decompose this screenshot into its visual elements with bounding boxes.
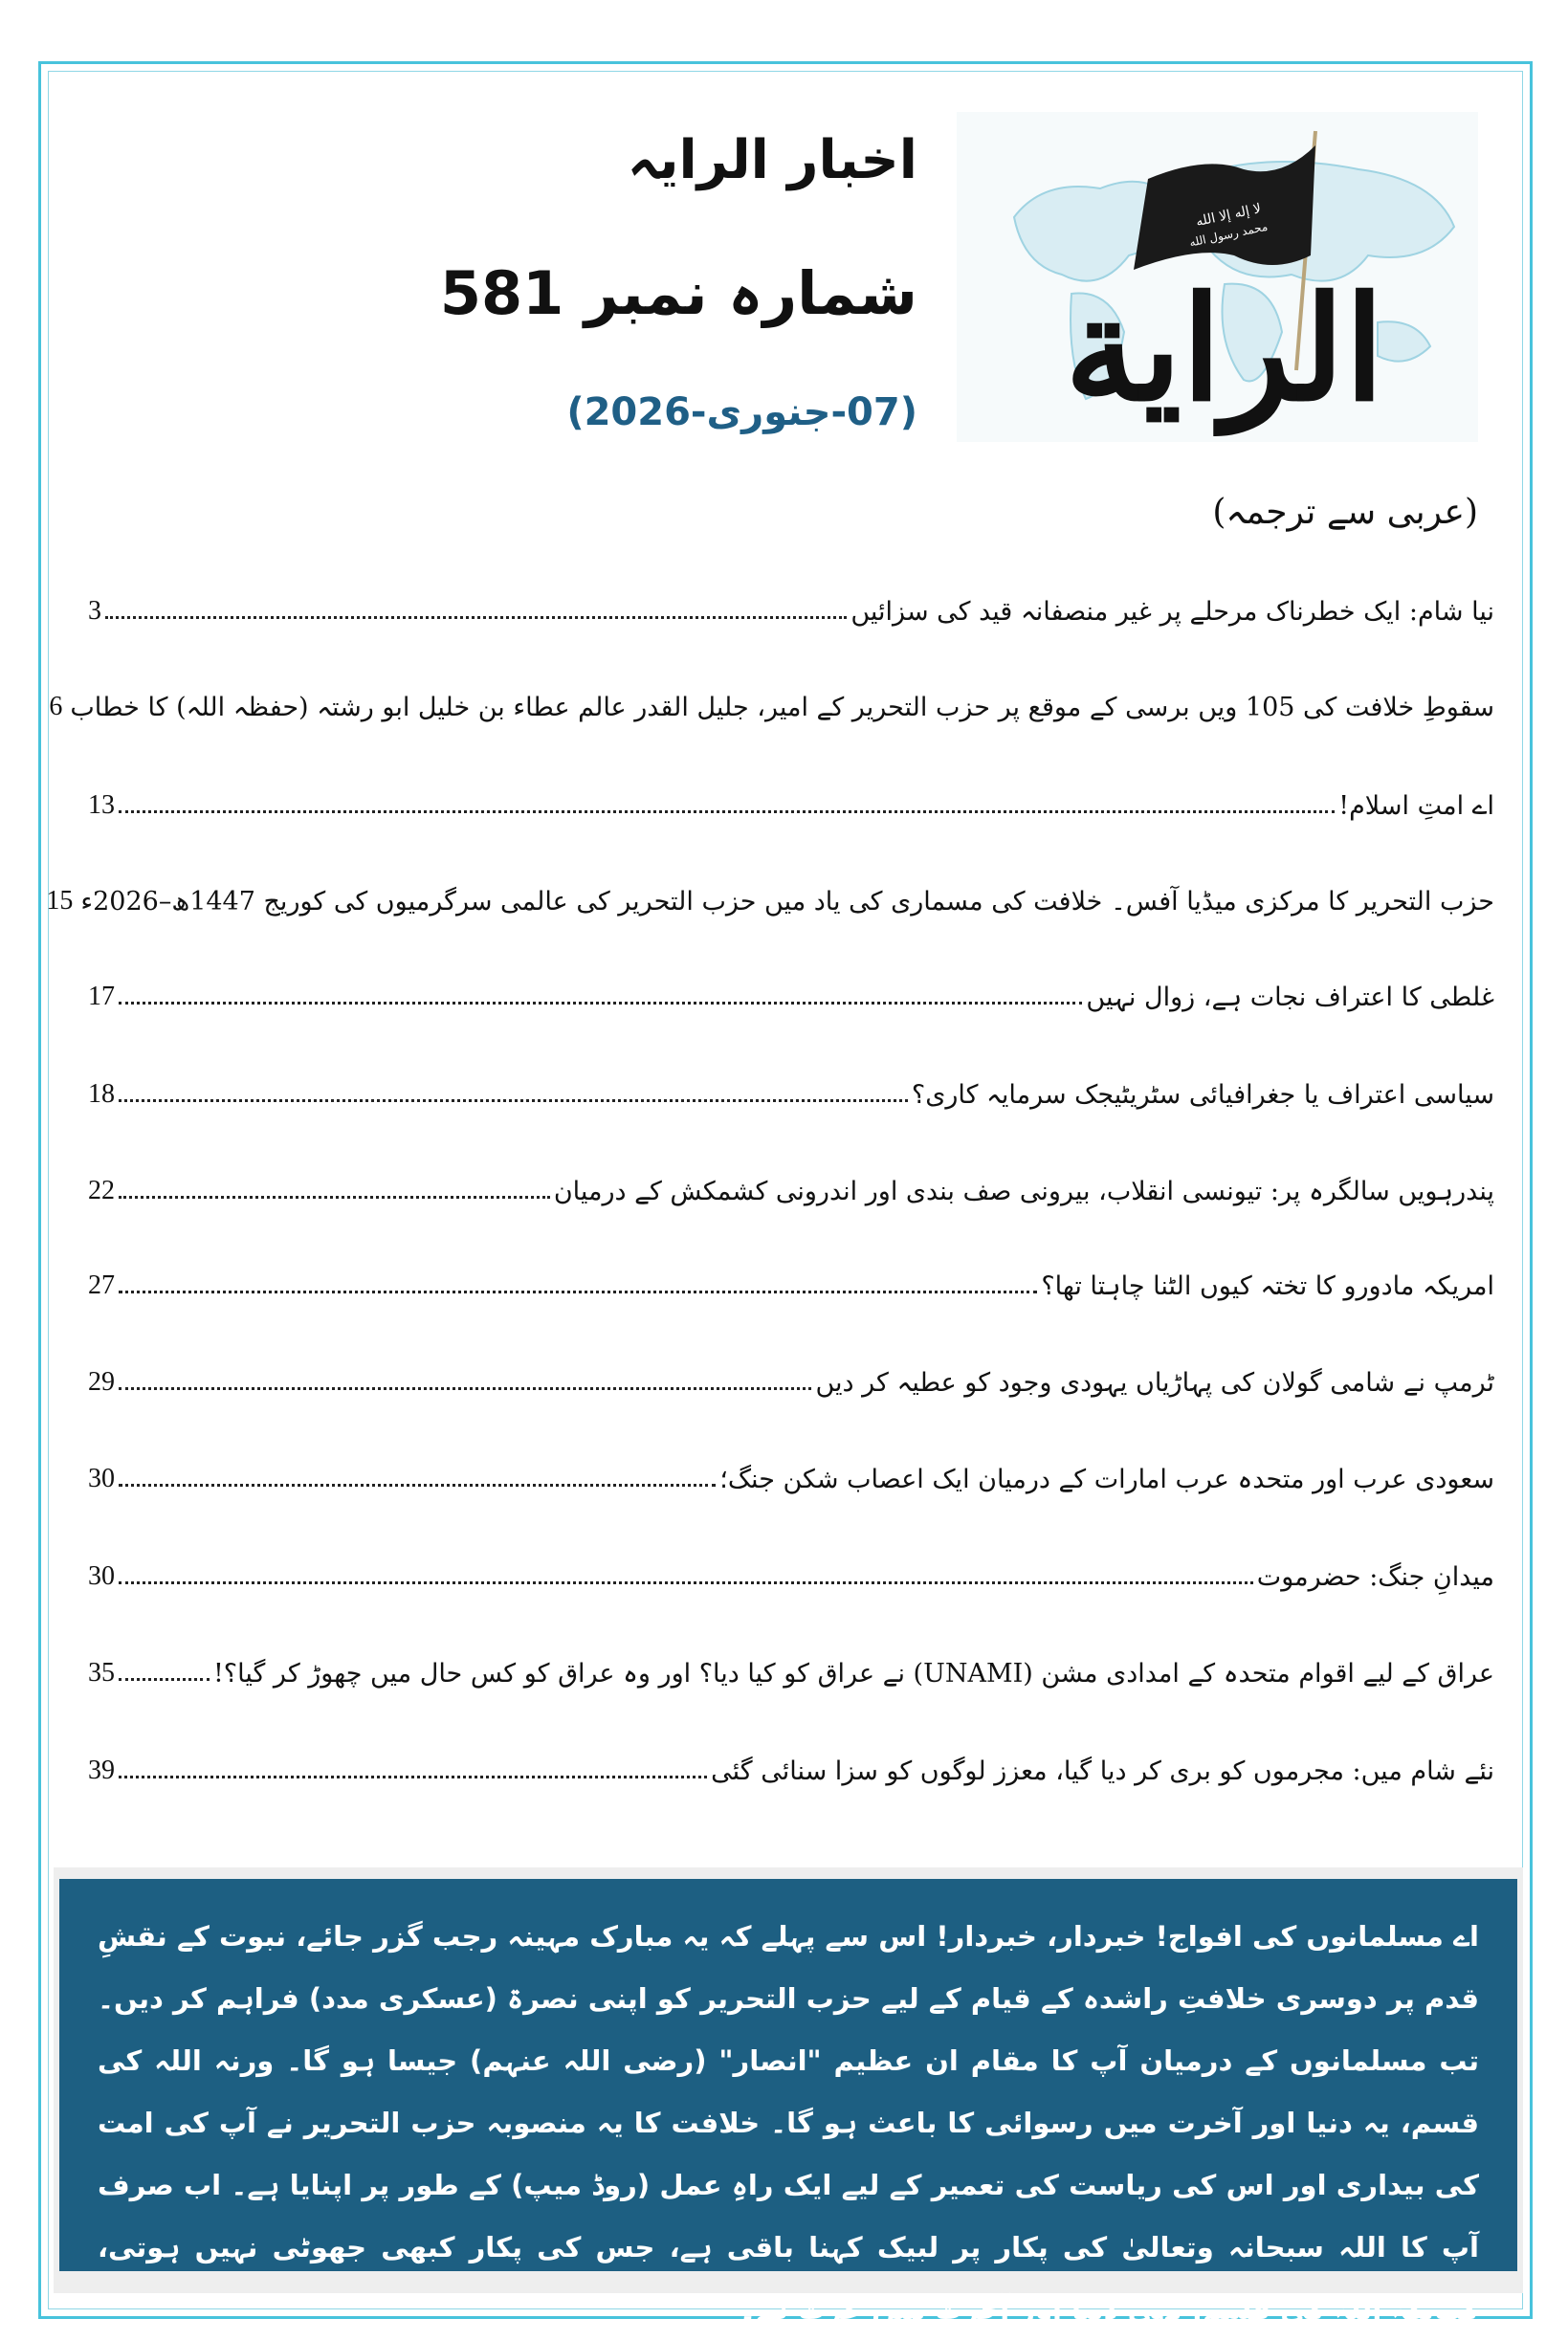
dot-leader (119, 1196, 550, 1199)
toc-entry-page: 22 (88, 1176, 115, 1205)
toc-entry-page: 6 (49, 692, 63, 721)
toc-entry-page: 18 (88, 1079, 115, 1109)
toc-entry-title: غلطی کا اعتراف نجات ہے، زوال نہیں (1086, 983, 1494, 1012)
callout-box: اے مسلمانوں کی افواج! خبردار، خبردار! اس… (59, 1879, 1517, 2326)
toc-entry[interactable]: پندرہویں سالگرہ پر: تیونسی انقلاب، بیرون… (88, 1159, 1494, 1206)
dot-leader (119, 1002, 1083, 1005)
publication-title: اخبار الرایہ (627, 129, 917, 191)
dot-leader (119, 1387, 812, 1390)
toc-entry-title: امریکہ مادورو کا تختہ کیوں الٹنا چاہتا ت… (1041, 1271, 1494, 1301)
toc-entry-title: سعودی عرب اور متحدہ عرب امارات کے درمیان… (719, 1465, 1494, 1494)
dot-leader (119, 1484, 717, 1487)
toc-entry-page: 27 (88, 1270, 115, 1300)
toc-entry-title: سقوطِ خلافت کی 105 ویں برسی کے موقع پر ح… (70, 693, 1494, 722)
toc-entry-page: 17 (88, 982, 115, 1011)
toc-entry[interactable]: میدانِ جنگ: حضرموت 30 (88, 1544, 1494, 1592)
toc-entry[interactable]: غلطی کا اعتراف نجات ہے، زوال نہیں 17 (88, 964, 1494, 1012)
toc-entry-page: 35 (88, 1658, 115, 1688)
toc-entry-title: سیاسی اعتراف یا جغرافیائی سٹریٹیجک سرمای… (911, 1080, 1494, 1110)
page-frame-inner (48, 71, 1523, 2309)
toc-entry-title: حزب التحریر کا مرکزی میڈیا آفس۔ خلافت کی… (80, 887, 1494, 917)
toc-entry-title: عراق کے لیے اقوام متحدہ کے امدادی مشن (U… (212, 1659, 1494, 1689)
toc-entry[interactable]: عراق کے لیے اقوام متحدہ کے امدادی مشن (U… (88, 1641, 1494, 1689)
toc-entry[interactable]: سعودی عرب اور متحدہ عرب امارات کے درمیان… (88, 1447, 1494, 1494)
toc-entry[interactable]: امریکہ مادورو کا تختہ کیوں الٹنا چاہتا ت… (88, 1253, 1494, 1301)
toc-entry-title: نئے شام میں: مجرموں کو بری کر دیا گیا، م… (711, 1756, 1494, 1786)
translation-note: (عربی سے ترجمہ) (1212, 493, 1478, 532)
dot-leader (119, 1678, 210, 1681)
al-raya-logo: لا إله إلا الله محمد رسول الله الراية (957, 112, 1478, 442)
dot-leader (119, 1581, 1253, 1584)
toc-entry-title: نیا شام: ایک خطرناک مرحلے پر غیر منصفانہ… (850, 597, 1494, 627)
dot-leader (119, 1291, 1038, 1293)
dot-leader (119, 1776, 708, 1778)
dot-leader (119, 810, 1336, 813)
toc-entry-page: 13 (88, 790, 115, 820)
toc-entry-page: 30 (88, 1561, 115, 1591)
toc-entry[interactable]: نئے شام میں: مجرموں کو بری کر دیا گیا، م… (88, 1738, 1494, 1786)
page-frame-outer (38, 61, 1533, 2319)
toc-entry-title: میدانِ جنگ: حضرموت (1256, 1562, 1494, 1592)
toc-entry[interactable]: اے امتِ اسلام! 13 (88, 773, 1494, 821)
black-flag (1134, 145, 1315, 270)
issue-number: شمارہ نمبر 581 (439, 258, 917, 328)
toc-entry[interactable]: حزب التحریر کا مرکزی میڈیا آفس۔ خلافت کی… (46, 869, 1494, 917)
issue-date: (07-جنوری-2026) (566, 390, 917, 434)
toc-entry-page: 29 (88, 1367, 115, 1397)
toc-entry-page: 30 (88, 1464, 115, 1493)
toc-entry[interactable]: سقوطِ خلافت کی 105 ویں برسی کے موقع پر ح… (49, 674, 1494, 722)
svg-text:الراية: الراية (1065, 265, 1384, 436)
callout-text: اے مسلمانوں کی افواج! خبردار، خبردار! اس… (98, 1920, 1479, 2326)
toc-entry-title: اے امتِ اسلام! (1338, 791, 1494, 821)
toc-entry-page: 39 (88, 1756, 115, 1785)
toc-entry[interactable]: سیاسی اعتراف یا جغرافیائی سٹریٹیجک سرمای… (88, 1062, 1494, 1110)
toc-entry-page: 15 (46, 886, 74, 916)
toc-entry[interactable]: ٹرمپ نے شامی گولان کی پہاڑیاں یہودی وجود… (88, 1350, 1494, 1398)
toc-entry-page: 3 (88, 596, 101, 626)
toc-entry-title: ٹرمپ نے شامی گولان کی پہاڑیاں یہودی وجود… (815, 1368, 1494, 1398)
toc-entry[interactable]: نیا شام: ایک خطرناک مرحلے پر غیر منصفانہ… (88, 579, 1494, 627)
dot-leader (119, 1099, 908, 1102)
dot-leader (105, 616, 848, 619)
toc-entry-title: پندرہویں سالگرہ پر: تیونسی انقلاب، بیرون… (553, 1177, 1494, 1206)
